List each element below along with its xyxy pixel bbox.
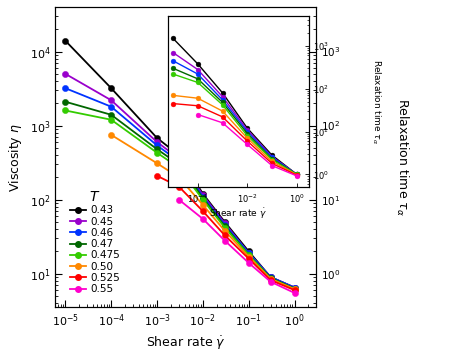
X-axis label: Shear rate $\dot{\gamma}$: Shear rate $\dot{\gamma}$ bbox=[146, 335, 226, 352]
Y-axis label: Viscosity $\eta$: Viscosity $\eta$ bbox=[7, 123, 24, 192]
Y-axis label: Relaxation time $\tau_{\alpha}$: Relaxation time $\tau_{\alpha}$ bbox=[394, 98, 410, 216]
Legend: 0.43, 0.45, 0.46, 0.47, 0.475, 0.50, 0.525, 0.55: 0.43, 0.45, 0.46, 0.47, 0.475, 0.50, 0.5… bbox=[68, 188, 122, 296]
Y-axis label: Relaxation time $\tau_{\alpha}$: Relaxation time $\tau_{\alpha}$ bbox=[370, 59, 383, 144]
